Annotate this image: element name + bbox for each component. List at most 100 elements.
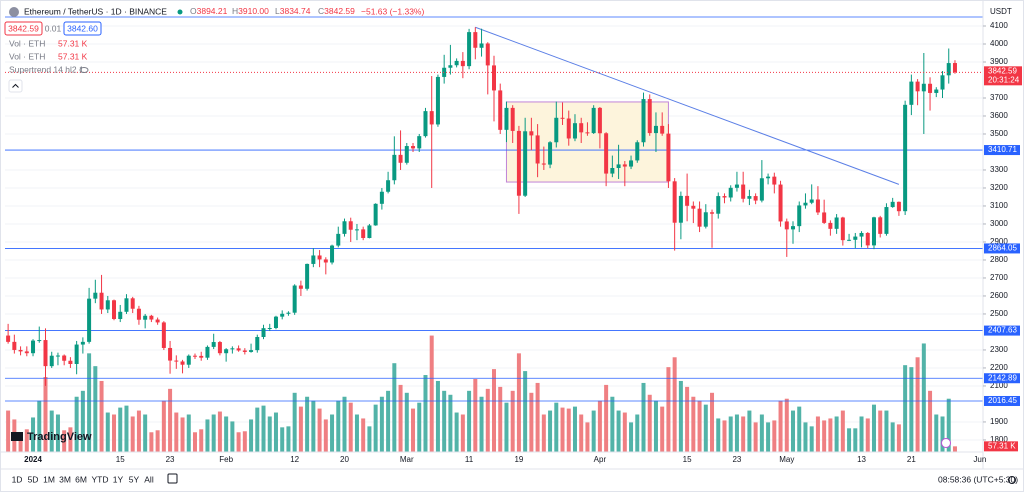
volume-bar	[479, 396, 484, 452]
range-button[interactable]: 1Y	[113, 474, 124, 484]
volume-bar	[305, 396, 310, 452]
candle-body	[622, 164, 627, 167]
volume-bar	[560, 407, 565, 452]
volume-bar	[809, 426, 814, 452]
candle-body	[716, 196, 721, 214]
volume-bar	[734, 414, 739, 452]
volume-bar	[330, 414, 335, 452]
y-tick-label: 3600	[990, 111, 1008, 120]
candle-body	[55, 355, 60, 357]
candle-body	[915, 81, 920, 92]
candle-body	[236, 348, 241, 351]
candle-body	[498, 90, 503, 130]
candle-body	[722, 196, 727, 198]
candle-body	[305, 263, 310, 289]
volume-bar	[940, 416, 945, 452]
candle-body	[136, 308, 141, 320]
symbol-title[interactable]: Ethereum / TetherUS · 1D · BINANCE	[24, 6, 167, 16]
candle-body	[429, 111, 434, 125]
candle-body	[653, 125, 658, 134]
volume-bar	[535, 382, 540, 452]
sell-button[interactable]	[4, 21, 43, 36]
x-tick-label: May	[779, 455, 794, 464]
candle-body	[192, 355, 197, 357]
candle-body	[809, 199, 814, 203]
volume-bar	[136, 410, 141, 452]
level-label: 2407.63	[988, 326, 1017, 335]
range-button[interactable]: 3M	[59, 474, 71, 484]
y-tick-label: 3500	[990, 129, 1008, 138]
range-button[interactable]: 6M	[75, 474, 87, 484]
buy-price: 3842.60	[67, 23, 98, 33]
candle-body	[585, 132, 590, 134]
volume-bar	[118, 407, 123, 452]
volume-bar	[722, 420, 727, 452]
candle-body	[317, 255, 322, 260]
range-button[interactable]: 1M	[43, 474, 55, 484]
x-tick-label: 2024	[24, 455, 42, 464]
volume-bar	[205, 419, 210, 452]
range-button[interactable]: 5Y	[129, 474, 140, 484]
volume-bar	[267, 416, 272, 452]
x-tick-label: Apr	[594, 455, 607, 464]
candle-body	[865, 232, 870, 246]
collapse-button[interactable]	[8, 79, 23, 93]
candle-body	[753, 196, 758, 201]
volume-bar	[361, 418, 366, 452]
last-price-label: 3842.59	[988, 66, 1017, 75]
candle-body	[398, 154, 403, 163]
volume-bar	[392, 363, 397, 452]
date-range-icon[interactable]	[167, 473, 178, 484]
candle-body	[330, 245, 335, 263]
volume-bar	[834, 416, 839, 452]
candle-body	[591, 107, 596, 134]
volume-bar	[909, 367, 914, 452]
volume-bar	[473, 378, 478, 452]
range-button[interactable]: YTD	[92, 474, 109, 484]
candle-body	[460, 60, 465, 67]
x-tick-label: 11	[465, 455, 474, 464]
candle-body	[49, 355, 54, 367]
volume-bar	[828, 418, 833, 452]
visibility-icon[interactable]	[79, 67, 89, 73]
volume-bar	[622, 412, 627, 452]
range-button[interactable]: 5D	[28, 474, 39, 484]
volume-bar	[354, 414, 359, 452]
candle-body	[909, 81, 914, 105]
indicator-name[interactable]: Vol · ETH	[9, 38, 45, 48]
axes: 1800 1900 2100 2200 2300 2500 2600 2700 2800 2900…	[24, 7, 1022, 464]
volume-bar	[516, 353, 521, 452]
y-tick-label: 2300	[990, 345, 1008, 354]
volume-bar	[404, 392, 409, 452]
candle-body	[373, 203, 378, 226]
volume-bar	[890, 422, 895, 452]
x-tick-label: 19	[514, 455, 523, 464]
candle-body	[18, 349, 23, 352]
volume-bar	[180, 417, 185, 452]
indicator-name[interactable]: Vol · ETH	[9, 51, 45, 61]
collapse-icon	[12, 83, 19, 88]
volume-bar	[342, 396, 347, 452]
volume-bar	[398, 384, 403, 452]
volume-bar	[411, 408, 416, 452]
settings-icon[interactable]	[1008, 476, 1016, 484]
volume-bar	[292, 392, 297, 452]
indicator-name[interactable]: Supertrend 14 hl2 1	[9, 64, 84, 74]
ohlc-key: C	[318, 6, 324, 16]
range-button[interactable]: All	[144, 474, 154, 484]
volume-bar	[311, 400, 316, 452]
volume-bar	[865, 418, 870, 452]
currency-label: USDT	[990, 7, 1012, 16]
volume-bar	[803, 422, 808, 452]
buy-button[interactable]	[63, 21, 102, 36]
volume-bar	[952, 446, 957, 452]
alert-icon[interactable]	[941, 438, 951, 448]
candle-body	[871, 217, 876, 246]
range-button[interactable]: 1D	[12, 474, 23, 484]
volume-bar	[386, 390, 391, 452]
volume-bar	[460, 414, 465, 452]
candle-body	[535, 135, 540, 164]
candle-body	[199, 355, 204, 358]
x-tick-label: 12	[290, 455, 299, 464]
